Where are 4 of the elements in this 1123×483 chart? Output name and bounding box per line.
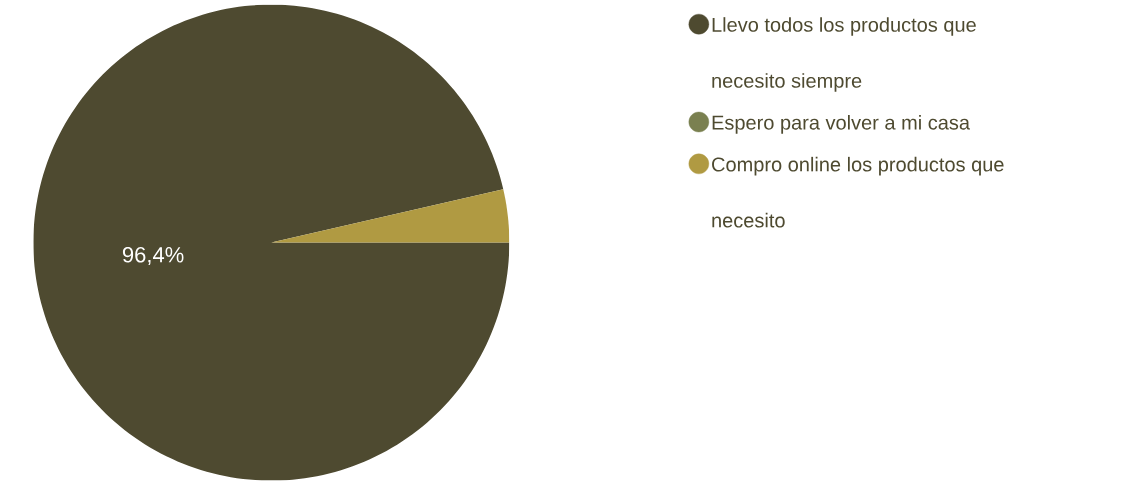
data-label: 96,4% <box>122 246 184 266</box>
category-label: Compro online los productos que necesito <box>712 156 1004 228</box>
category-label: Llevo todos los productos que necesito siempre <box>712 17 976 92</box>
legend-label: Espero para volver a mi casa <box>712 115 970 134</box>
